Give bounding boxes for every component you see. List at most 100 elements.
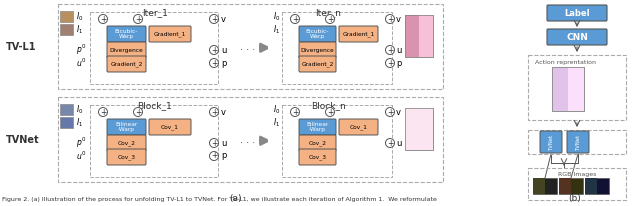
FancyBboxPatch shape [547,5,607,21]
Bar [90,105,218,177]
Text: Bilinear
-Warp: Bilinear -Warp [307,122,328,132]
Text: Bicubic-
Warp: Bicubic- Warp [306,29,329,39]
Circle shape [326,108,335,117]
Bar [405,15,433,57]
Bar [568,67,584,111]
FancyBboxPatch shape [107,135,146,151]
Bar [585,178,609,194]
Text: $I_0$: $I_0$ [76,104,83,116]
Text: Divergence: Divergence [109,48,143,53]
Text: $I_1$: $I_1$ [273,24,280,36]
Text: Cov_3: Cov_3 [118,154,136,160]
Circle shape [385,14,394,23]
FancyBboxPatch shape [299,149,336,165]
FancyBboxPatch shape [299,26,336,42]
Text: Gradient_2: Gradient_2 [110,61,143,67]
FancyBboxPatch shape [540,131,562,153]
Text: u: u [221,46,227,55]
Text: TV-L1: TV-L1 [6,42,36,52]
Text: $p^0$: $p^0$ [76,136,86,150]
Circle shape [385,138,394,147]
Text: TVNet: TVNet [548,134,554,150]
FancyBboxPatch shape [107,42,146,58]
Bar [60,117,73,128]
Text: (a): (a) [228,194,241,203]
Text: Action reprentation: Action reprentation [535,60,596,65]
Circle shape [134,14,143,23]
Text: $I_0$: $I_0$ [273,11,280,23]
Bar [552,67,584,111]
Bar [282,105,392,177]
Text: +: + [211,14,217,23]
Bar [58,4,443,89]
Text: +: + [211,138,217,147]
Text: p: p [221,151,227,160]
Text: Label: Label [564,8,590,18]
Text: Figure 2. (a) Illustration of the process for unfolding TV-L1 to TVNet. For TV-L: Figure 2. (a) Illustration of the proces… [2,197,437,202]
Text: +: + [100,108,106,117]
Circle shape [326,14,335,23]
Bar [559,178,571,194]
Text: Cov_1: Cov_1 [349,124,367,130]
FancyBboxPatch shape [299,56,336,72]
Text: +: + [387,46,393,55]
Circle shape [99,14,108,23]
Circle shape [99,108,108,117]
Bar [585,178,597,194]
Circle shape [385,108,394,117]
Bar [405,108,433,150]
Text: Gradient_2: Gradient_2 [301,61,333,67]
Text: (b): (b) [568,194,581,203]
Text: +: + [135,14,141,23]
FancyBboxPatch shape [299,42,336,58]
Text: +: + [327,108,333,117]
Text: v: v [396,108,401,117]
Text: TVNet: TVNet [575,134,580,150]
Bar [405,15,433,57]
FancyBboxPatch shape [149,26,191,42]
Text: $I_0$: $I_0$ [273,104,280,116]
FancyBboxPatch shape [107,119,146,135]
Bar [559,178,583,194]
Bar [90,12,218,84]
FancyBboxPatch shape [547,29,607,45]
Circle shape [385,46,394,55]
Text: u: u [221,138,227,147]
Text: Bicubic-
Warp: Bicubic- Warp [115,29,138,39]
Text: Block_n: Block_n [310,101,346,110]
Text: Cov_1: Cov_1 [161,124,179,130]
Text: Bilinear
-Warp: Bilinear -Warp [115,122,138,132]
FancyBboxPatch shape [299,135,336,151]
Text: v: v [396,14,401,23]
Text: +: + [387,14,393,23]
Text: u: u [396,46,401,55]
Text: p: p [221,59,227,68]
Text: +: + [387,59,393,68]
Text: +: + [100,14,106,23]
Text: RGB Images: RGB Images [558,172,596,177]
Bar [528,55,626,120]
Text: +: + [211,59,217,68]
Text: $u^0$: $u^0$ [76,150,86,162]
FancyBboxPatch shape [299,119,336,135]
Text: +: + [387,108,393,117]
Text: p: p [396,59,401,68]
Text: CNN: CNN [566,33,588,41]
Circle shape [209,151,218,160]
Text: +: + [211,108,217,117]
Text: +: + [292,108,298,117]
Text: v: v [221,108,226,117]
Bar [58,97,443,182]
Circle shape [385,59,394,68]
Text: $I_1$: $I_1$ [76,117,83,129]
Circle shape [209,14,218,23]
Text: . . .: . . . [241,135,255,145]
FancyBboxPatch shape [339,119,378,135]
FancyBboxPatch shape [149,119,191,135]
Text: Cov_2: Cov_2 [308,140,326,146]
Text: +: + [211,46,217,55]
Bar [552,67,568,111]
Circle shape [209,138,218,147]
Text: Divergence: Divergence [301,48,334,53]
Bar [528,168,626,200]
